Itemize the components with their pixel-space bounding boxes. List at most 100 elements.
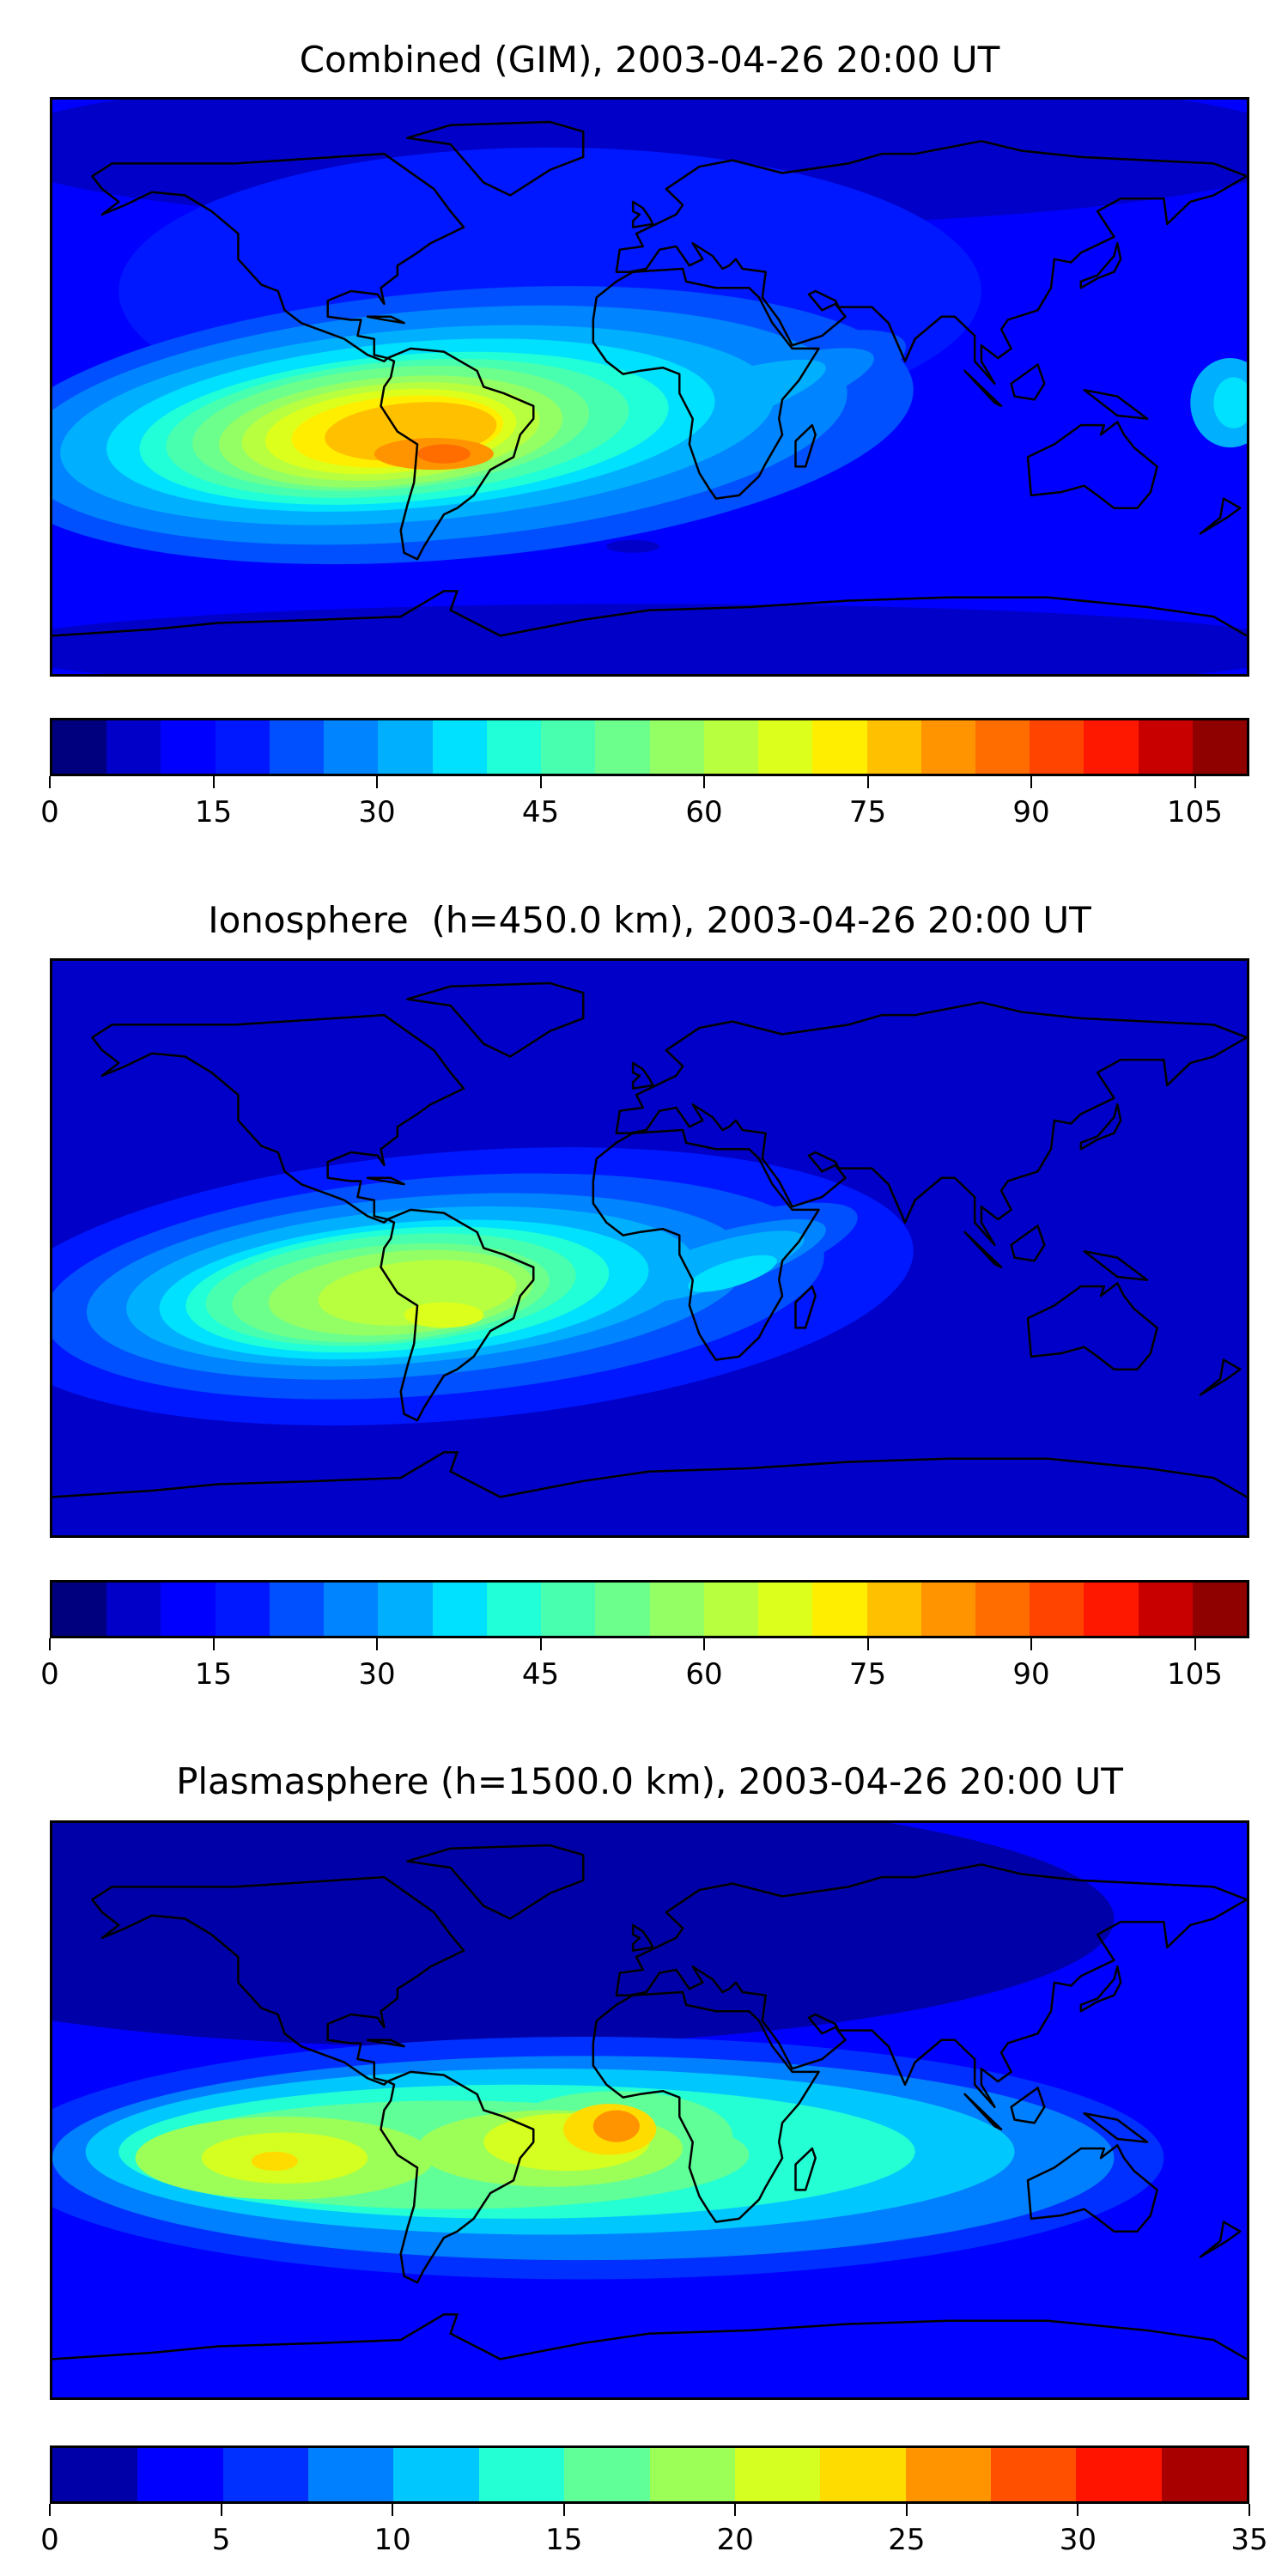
colorbar-ticks-combined: 0 15 30 45 60 75 90 105	[40, 776, 1249, 845]
colorbar-segment	[990, 2448, 1077, 2501]
colorbar-tick-label: 75	[848, 1657, 887, 1692]
colorbar-tick-mark	[212, 776, 215, 788]
coastline	[1084, 1251, 1147, 1279]
colorbar-tick-mark	[212, 1638, 215, 1650]
panel-title-combined: Combined (GIM), 2003-04-26 20:00 UT	[299, 39, 1000, 81]
colorbar-tick-mark	[562, 2504, 565, 2516]
colorbar-ionosphere	[50, 1580, 1249, 1638]
colorbar-segment	[1192, 720, 1248, 774]
colorbar-tick-mark	[539, 1638, 542, 1650]
colorbar-tick-label: 45	[521, 1657, 560, 1692]
coastline	[1200, 2222, 1240, 2257]
colorbar-tick-mark	[905, 2504, 908, 2516]
coastline	[92, 1015, 464, 1223]
colorbar-tick-label: 0	[40, 2523, 59, 2557]
colorbar-segment	[866, 720, 921, 774]
colorbar-segment	[215, 1583, 270, 1636]
coastline	[1084, 2113, 1147, 2142]
colorbar-tick-mark	[1194, 776, 1196, 788]
colorbar-tick-label: 35	[1230, 2523, 1268, 2557]
colorbar-tick-mark	[703, 1638, 705, 1650]
coastline	[1012, 2087, 1045, 2123]
colorbar-tick-mark	[220, 2504, 222, 2516]
coastline	[1012, 364, 1045, 399]
colorbar-segment	[161, 720, 216, 774]
colorbar-segment	[1084, 720, 1139, 774]
colorbar-tick-mark	[866, 1638, 869, 1650]
colorbar-segment	[1030, 720, 1084, 774]
colorbar-tick-mark	[49, 2504, 51, 2516]
colorbar-tick-label: 10	[374, 2523, 411, 2557]
colorbar-segment	[812, 1583, 867, 1636]
map-svg-combined	[52, 100, 1247, 674]
colorbar-segment	[866, 1583, 921, 1636]
colorbar-tick-label: 15	[545, 2523, 583, 2557]
colorbar-segment	[52, 2448, 138, 2501]
coastline	[1084, 390, 1147, 418]
colorbar-segment	[1192, 1583, 1248, 1636]
colorbar-tick-label: 15	[194, 1657, 233, 1692]
colorbar-tick-mark	[1077, 2504, 1079, 2516]
colorbar-segment	[269, 1583, 325, 1636]
coastline-antarctica	[52, 1452, 1247, 1497]
colorbar-tick-mark	[49, 1638, 51, 1650]
colorbar-tick-mark	[1249, 2504, 1250, 2516]
panel-title-plasmasphere: Plasmasphere (h=1500.0 km), 2003-04-26 2…	[176, 1760, 1123, 1802]
coastline	[796, 425, 816, 466]
colorbar-tick-label: 90	[1012, 795, 1050, 829]
colorbar-segment	[478, 2448, 565, 2501]
colorbar-segment	[106, 1583, 161, 1636]
colorbar-segment	[541, 720, 596, 774]
coastline	[965, 2094, 1002, 2129]
coastline	[633, 202, 653, 228]
colorbar-tick-label: 20	[716, 2523, 754, 2557]
colorbar-tick-mark	[703, 776, 705, 788]
map-plasmasphere	[50, 1820, 1249, 2400]
coastline	[368, 2040, 404, 2046]
colorbar-segment	[1161, 2448, 1248, 2501]
coastline-antarctica	[52, 591, 1247, 635]
colorbar-segment	[52, 1583, 107, 1636]
colorbar-tick-label: 60	[685, 795, 723, 829]
colorbar-segment	[595, 1583, 650, 1636]
colorbar-segment	[920, 720, 975, 774]
colorbar-segment	[975, 1583, 1030, 1636]
colorbar-segment	[432, 720, 487, 774]
coastline	[381, 2072, 534, 2282]
colorbar-segment	[703, 720, 759, 774]
colorbar-plasmasphere	[50, 2445, 1249, 2504]
colorbar-segment	[734, 2448, 821, 2501]
colorbar-segment	[1030, 1583, 1084, 1636]
coastline	[1200, 1360, 1240, 1395]
coastline	[92, 154, 464, 361]
coastline	[92, 1877, 464, 2085]
colorbar-segment	[52, 720, 107, 774]
colorbar-segment	[486, 1583, 542, 1636]
colorbar-tick-label: 105	[1167, 1657, 1223, 1692]
colorbar-tick-mark	[539, 776, 542, 788]
coastline	[1028, 422, 1157, 507]
contour-region	[417, 444, 471, 464]
coastline	[1081, 1104, 1121, 1149]
colorbar-tick-label: 5	[211, 2523, 231, 2557]
colorbar-tick-mark	[866, 776, 869, 788]
coastline	[593, 269, 819, 499]
colorbar-segment	[432, 1583, 487, 1636]
colorbar-tick-mark	[1030, 776, 1032, 788]
colorbar-tick-mark	[392, 2504, 394, 2516]
coastline	[796, 2148, 816, 2190]
map-combined	[50, 97, 1249, 677]
colorbar-combined	[50, 718, 1249, 776]
colorbar-ticks-plasmasphere: 0 5 10 15 20 25 30 35	[40, 2504, 1268, 2573]
colorbar-tick-label: 25	[888, 2523, 926, 2557]
colorbar-segment	[820, 2448, 906, 2501]
coastline	[368, 317, 404, 323]
colorbar-segment	[595, 720, 650, 774]
contour-region	[592, 2110, 640, 2142]
colorbar-tick-label: 30	[358, 795, 396, 829]
colorbar-tick-mark	[1194, 1638, 1196, 1650]
coastline-antarctica	[52, 2314, 1247, 2359]
coastline	[796, 1286, 816, 1327]
coastline	[407, 122, 583, 195]
colorbar-segment	[758, 1583, 813, 1636]
